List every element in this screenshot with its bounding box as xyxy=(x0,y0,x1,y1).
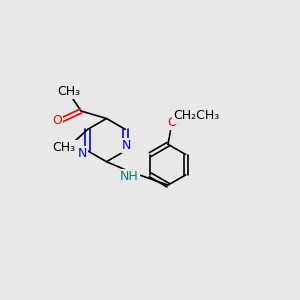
Text: O: O xyxy=(168,116,177,129)
Text: N: N xyxy=(78,147,87,161)
Text: NH: NH xyxy=(120,170,138,183)
Text: CH₂CH₃: CH₂CH₃ xyxy=(173,109,220,122)
Text: CH₃: CH₃ xyxy=(57,85,81,98)
Text: O: O xyxy=(52,113,62,127)
Text: N: N xyxy=(122,139,131,152)
Text: CH₃: CH₃ xyxy=(52,141,75,154)
